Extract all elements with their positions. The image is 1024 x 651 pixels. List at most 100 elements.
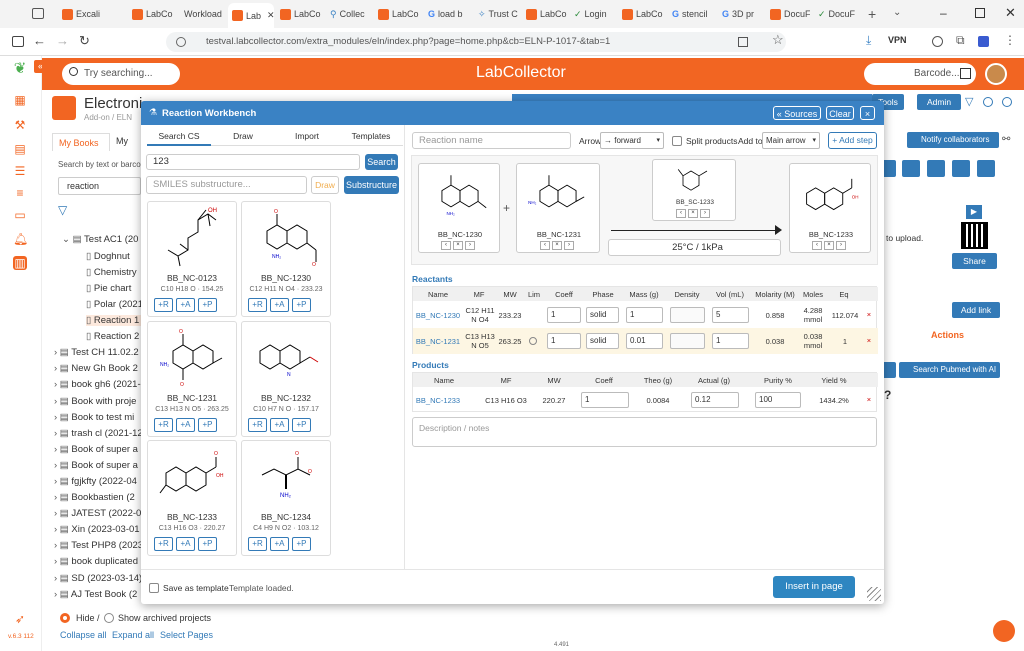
tab-templates[interactable]: Templates bbox=[339, 128, 403, 146]
labcollector-leaf-icon[interactable]: ❦ bbox=[13, 60, 27, 77]
admin-dropdown[interactable]: Admin bbox=[917, 94, 961, 110]
site-info-icon[interactable] bbox=[176, 37, 186, 47]
network-icon[interactable]: ⚯ bbox=[1002, 134, 1011, 145]
tree-page[interactable]: ▯ Pie chart bbox=[86, 283, 141, 294]
tab-list-icon[interactable]: ⌄ bbox=[893, 7, 902, 18]
tree-book[interactable]: › ▤ Test PHP8 (2023 bbox=[54, 540, 141, 551]
tree-book[interactable]: › ▤ trash cl (2021-12 bbox=[54, 428, 141, 439]
close-window-icon[interactable]: ✕ bbox=[1005, 5, 1016, 20]
add-agent-button[interactable]: +A bbox=[270, 418, 289, 432]
browser-tab[interactable]: LabCo bbox=[378, 4, 420, 24]
minimize-icon[interactable]: – bbox=[940, 6, 947, 20]
show-archived-radio[interactable] bbox=[104, 613, 114, 623]
product-card[interactable]: OH BB_NC-1233 ‹ × › bbox=[789, 163, 871, 253]
menu-icon[interactable]: ⋮ bbox=[1004, 33, 1016, 47]
add-to-select[interactable]: Main arrow ▾ bbox=[762, 132, 820, 149]
result-card[interactable]: N BB_NC-1232 C10 H7 N O · 157.17 +R +A +P bbox=[241, 321, 331, 437]
reactant-card[interactable]: NH₂ BB_NC-1231 ‹ × › bbox=[516, 163, 600, 253]
move-left-icon[interactable]: ‹ bbox=[540, 241, 550, 250]
reload-icon[interactable]: ↻ bbox=[79, 33, 90, 48]
share-button[interactable]: Share bbox=[952, 253, 997, 269]
phase-select[interactable]: solid bbox=[586, 333, 619, 349]
tree-book[interactable]: › ▤ New Gh Book 2 bbox=[54, 363, 141, 374]
remove-row-icon[interactable]: × bbox=[866, 336, 872, 345]
actual-mass-input[interactable]: 0.12 bbox=[691, 392, 739, 408]
tab-import[interactable]: Import bbox=[275, 128, 339, 146]
browser-tab[interactable]: G 3D pr bbox=[722, 4, 764, 24]
tree-page[interactable]: ▯ Reaction 2 bbox=[86, 331, 141, 342]
monitor-icon[interactable]: ▭ bbox=[14, 208, 26, 222]
insert-in-page-button[interactable]: Insert in page bbox=[773, 576, 855, 598]
barcode-input[interactable]: Barcode... bbox=[864, 63, 976, 85]
add-step-button[interactable]: + Add step bbox=[828, 132, 877, 149]
result-card[interactable]: O O NH₂ BB_NC-1230 C12 H11 N O4 · 233.23 +… bbox=[241, 201, 331, 317]
reader-icon[interactable] bbox=[738, 37, 748, 47]
coeff-input[interactable]: 1 bbox=[547, 333, 581, 349]
dashboard-icon[interactable]: ▦ bbox=[14, 93, 26, 107]
mass-input[interactable]: 1 bbox=[626, 307, 663, 323]
settings-sliders-icon[interactable]: ☰ bbox=[14, 164, 26, 178]
book-icon[interactable]: ▤ bbox=[14, 142, 26, 156]
export-icon[interactable] bbox=[902, 160, 920, 177]
browser-tab[interactable]: LabCo bbox=[526, 4, 568, 24]
remove-row-icon[interactable]: × bbox=[866, 310, 872, 319]
remove-row-icon[interactable]: × bbox=[866, 395, 872, 404]
move-left-icon[interactable]: ‹ bbox=[676, 209, 686, 218]
add-product-button[interactable]: +P bbox=[292, 298, 311, 312]
agent-card[interactable]: BB_SC-1233 ‹ × › bbox=[652, 159, 736, 221]
tree-book[interactable]: › ▤ book gh6 (2021- bbox=[54, 379, 141, 390]
tree-book[interactable]: › ▤ Bookbastien (2 bbox=[54, 492, 141, 503]
tab-my-books[interactable]: My Books bbox=[52, 133, 110, 151]
tree-page[interactable]: ▯ Chemistry bbox=[86, 267, 141, 278]
browser-tab[interactable]: ⚲ Collec bbox=[330, 4, 372, 24]
move-right-icon[interactable]: › bbox=[564, 241, 574, 250]
browser-tab-active[interactable]: Lab ✕ bbox=[228, 3, 274, 28]
smiles-input[interactable]: SMILES substructure... bbox=[146, 176, 307, 194]
add-product-button[interactable]: +P bbox=[198, 298, 217, 312]
tree-book[interactable]: › ▤ JATEST (2022-0 bbox=[54, 508, 141, 519]
close-modal-button[interactable]: × bbox=[860, 106, 875, 120]
back-icon[interactable]: ← bbox=[33, 33, 46, 48]
global-search-input[interactable]: Try searching... bbox=[62, 63, 180, 85]
image-icon[interactable] bbox=[977, 160, 995, 177]
search-icon[interactable] bbox=[983, 97, 993, 107]
split-products-checkbox[interactable] bbox=[672, 136, 682, 146]
rocket-icon[interactable]: ➶ bbox=[14, 612, 26, 626]
bell-icon[interactable]: 🔔︎ bbox=[13, 232, 29, 246]
filter-icon[interactable]: ▽ bbox=[58, 203, 68, 217]
extensions-icon[interactable]: ⧉ bbox=[956, 33, 965, 47]
browser-tab[interactable]: LabCo bbox=[280, 4, 325, 24]
add-reactant-button[interactable]: +R bbox=[248, 418, 267, 432]
description-textarea[interactable]: Description / notes bbox=[412, 417, 877, 447]
conditions-input[interactable]: 25°C / 1kPa bbox=[608, 239, 781, 256]
tree-book[interactable]: › ▤ SD (2023-03-14) bbox=[54, 573, 141, 584]
add-link-button[interactable]: Add link bbox=[952, 302, 1000, 318]
tree-book[interactable]: › ▤ Book with proje bbox=[54, 396, 141, 407]
vpn-badge[interactable]: VPN bbox=[888, 35, 907, 45]
select-pages-link[interactable]: Select Pages bbox=[160, 630, 214, 640]
result-card[interactable]: O OH BB_NC-1233 C13 H16 O3 · 220.27 +R +A +… bbox=[147, 440, 237, 556]
browser-tab[interactable]: ✧ Trust C bbox=[478, 4, 522, 24]
result-card[interactable]: NH₂ O O BB_NC-1234 C4 H9 N O2 · 103.12 +R +… bbox=[241, 440, 331, 556]
add-agent-button[interactable]: +A bbox=[270, 537, 289, 551]
remove-icon[interactable]: × bbox=[688, 209, 698, 218]
play-icon[interactable]: ▶ bbox=[966, 205, 982, 219]
reactant-card[interactable]: NH₂ BB_NC-1230 ‹ × › bbox=[418, 163, 500, 253]
browser-tab[interactable]: Workload bbox=[184, 4, 226, 24]
tab-search-cs[interactable]: Search CS bbox=[147, 128, 211, 146]
partial-button[interactable] bbox=[880, 362, 896, 378]
sources-button[interactable]: « Sources bbox=[773, 106, 821, 120]
search-pubmed-button[interactable]: Search Pubmed with AI bbox=[899, 362, 1000, 378]
tab-overview-icon[interactable] bbox=[32, 8, 44, 19]
draw-button[interactable]: Draw bbox=[311, 176, 339, 194]
tree-book[interactable]: › ▤ Book of super a bbox=[54, 444, 141, 455]
volume-input[interactable]: 1 bbox=[712, 333, 749, 349]
labcollector-logo[interactable]: LabCollector bbox=[476, 64, 566, 81]
browser-tab[interactable]: LabCo bbox=[622, 4, 664, 24]
tree-book[interactable]: › ▤ fgjkfty (2022-04 bbox=[54, 476, 141, 487]
sidebar-toggle-icon[interactable] bbox=[12, 36, 24, 47]
add-reactant-button[interactable]: +R bbox=[154, 537, 173, 551]
reactant-name-link[interactable]: BB_NC-1230 bbox=[415, 311, 461, 320]
trash-icon[interactable] bbox=[952, 160, 970, 177]
extension-icon[interactable] bbox=[978, 36, 989, 47]
